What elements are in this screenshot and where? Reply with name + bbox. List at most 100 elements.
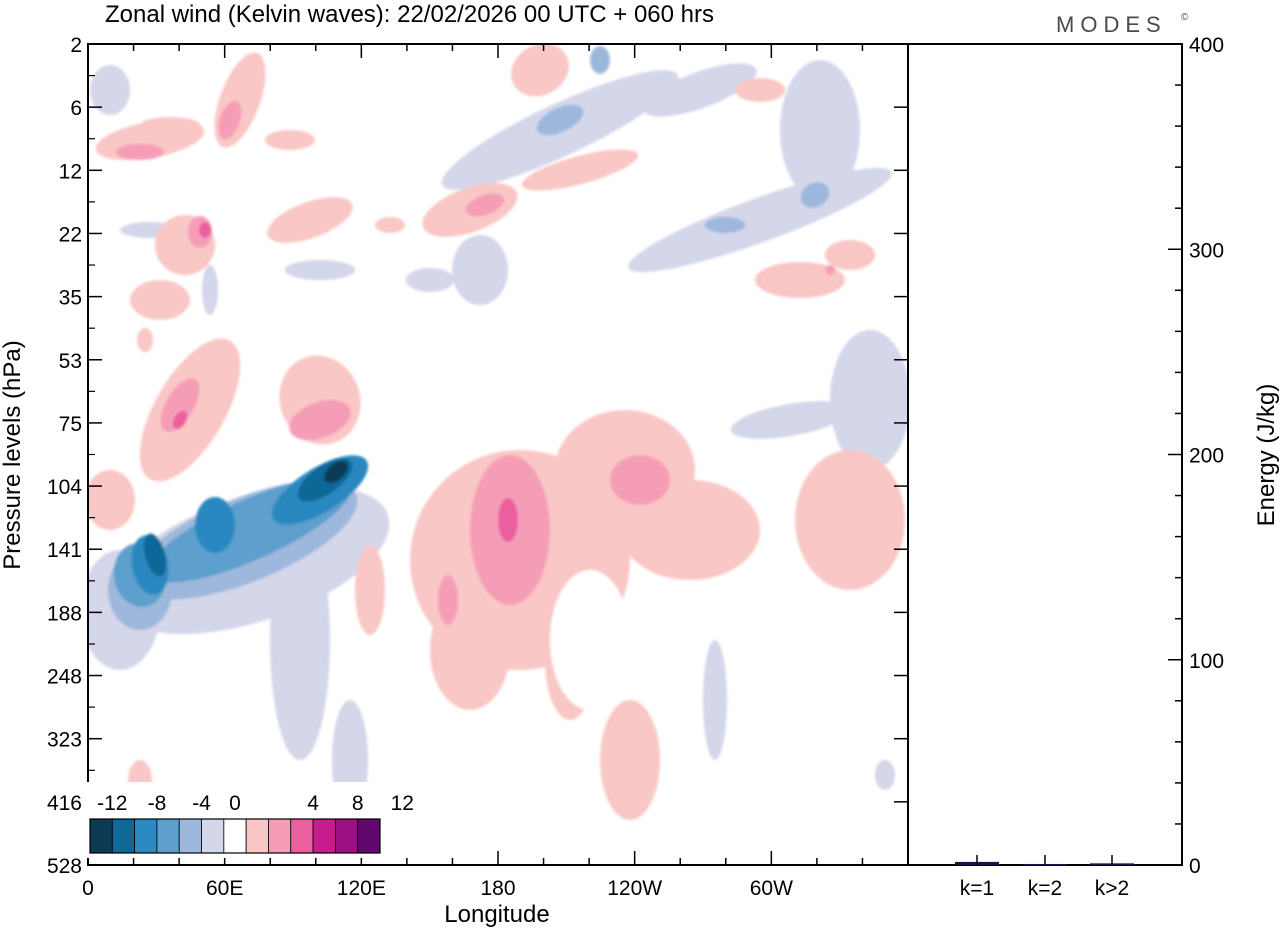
y-tick-label: 12 <box>59 160 82 183</box>
colorbar-label: 12 <box>391 792 414 815</box>
contour-blob <box>172 410 188 430</box>
y-tick-label: 188 <box>47 602 82 625</box>
contour-blob <box>267 197 353 243</box>
contour-blob <box>160 378 200 432</box>
energy-x-tick-label: k>2 <box>1095 877 1129 900</box>
y-tick-label: 75 <box>59 413 82 436</box>
y-tick-label: 323 <box>47 729 82 752</box>
colorbar-label: 4 <box>307 792 319 815</box>
y-tick-label: 2 <box>70 34 82 57</box>
colorbar-swatch <box>223 818 247 854</box>
contour-blob <box>795 450 905 590</box>
y-tick-label: 416 <box>47 792 82 815</box>
contour-blob <box>498 498 518 542</box>
brand-logo: MODES <box>1056 12 1167 37</box>
contour-blob <box>265 130 315 150</box>
colorbar-swatch <box>357 818 381 854</box>
y-tick-label: 22 <box>59 223 82 246</box>
contour-blob <box>536 104 584 136</box>
contour-blob <box>755 262 845 298</box>
contour-blob <box>285 260 355 280</box>
contour-blob <box>452 235 508 305</box>
contour-blob <box>137 328 153 352</box>
colorbar-swatch <box>156 818 180 854</box>
contour-blob <box>90 65 130 115</box>
energy-x-tick-label: k=2 <box>1028 877 1062 900</box>
contour-blob <box>130 280 190 320</box>
y-tick-label: 248 <box>47 666 82 689</box>
contour-blob <box>279 355 361 445</box>
y-axis: 2 6 12 22 35 53 75 104 141 188 248 323 416 528 <box>47 34 908 878</box>
colorbar-label: -8 <box>148 792 167 815</box>
energy-bars: k=1 k=2 k>2 <box>955 855 1134 900</box>
contour-blob <box>195 497 235 553</box>
contour-gap <box>550 570 630 710</box>
contour-blob <box>143 533 167 577</box>
colorbar-frame <box>89 818 381 854</box>
colorbar-swatch <box>89 818 113 854</box>
y-tick-label: 35 <box>59 287 82 310</box>
x-tick-label: 120E <box>337 877 386 900</box>
colorbar-swatch <box>201 818 225 854</box>
brand-mark: © <box>1181 12 1189 23</box>
contour-blob <box>289 399 351 441</box>
contour-blob <box>600 700 660 820</box>
contour-blob <box>465 193 505 217</box>
contour-blob <box>825 240 875 270</box>
energy-y-axis: 0 100 200 300 400 <box>1168 34 1224 878</box>
x-axis-label: Longitude <box>444 901 549 928</box>
contour-blob <box>406 268 454 292</box>
contour-blob <box>830 330 908 470</box>
y-tick-label: 53 <box>59 350 82 373</box>
colorbar-label: -4 <box>192 792 211 815</box>
contour-blob <box>511 44 569 97</box>
colorbar-swatch <box>111 818 136 854</box>
contour-field <box>88 44 908 820</box>
contour-blob <box>202 265 218 315</box>
contour-blob <box>730 401 850 439</box>
contour-blob <box>199 222 211 238</box>
colorbar-label: -12 <box>97 792 127 815</box>
energy-x-tick-label: k=1 <box>960 877 994 900</box>
contour-blob <box>270 520 330 760</box>
contour-blob <box>140 117 200 133</box>
contour-blob <box>610 455 670 505</box>
x-axis: 0 60E 120E 180 120W 60W <box>82 44 909 900</box>
energy-axis-label: Energy (J/kg) <box>1253 384 1280 527</box>
x-tick-label: 60W <box>750 877 793 900</box>
colorbar-swatch <box>290 818 314 854</box>
contour-blob <box>780 60 860 200</box>
contour-blob <box>703 640 727 760</box>
energy-y-tick-label: 0 <box>1189 855 1201 878</box>
contour-blob <box>88 470 135 530</box>
y-tick-label: 6 <box>70 97 82 120</box>
colorbar-swatch <box>178 818 202 854</box>
x-tick-label: 60E <box>206 877 243 900</box>
y-axis-label: Pressure levels (hPa) <box>0 340 26 569</box>
contour-blob <box>438 575 458 625</box>
contour-blob <box>800 182 830 208</box>
contour-blob <box>620 480 760 580</box>
contour-blob <box>735 78 785 102</box>
energy-y-tick-label: 100 <box>1189 650 1224 673</box>
contour-blob <box>214 52 266 148</box>
contour-blob <box>355 545 385 635</box>
contour-blob <box>218 100 242 140</box>
colorbar: -12 -8 -4 0 4 8 12 <box>86 782 414 858</box>
contour-blob <box>643 63 757 117</box>
energy-y-tick-label: 300 <box>1189 239 1224 262</box>
x-tick-label: 180 <box>480 877 515 900</box>
energy-y-tick-label: 200 <box>1189 445 1224 468</box>
colorbar-label: 8 <box>352 792 364 815</box>
contour-blob <box>324 461 348 483</box>
colorbar-label: 0 <box>229 792 241 815</box>
colorbar-swatch <box>134 818 158 854</box>
x-tick-label: 120W <box>607 877 662 900</box>
colorbar-swatch <box>334 818 359 854</box>
contour-blob <box>590 46 610 74</box>
contour-blob <box>375 217 405 233</box>
contour-layer <box>88 44 908 820</box>
y-tick-label: 104 <box>47 476 82 499</box>
colorbar-swatch <box>312 818 336 854</box>
